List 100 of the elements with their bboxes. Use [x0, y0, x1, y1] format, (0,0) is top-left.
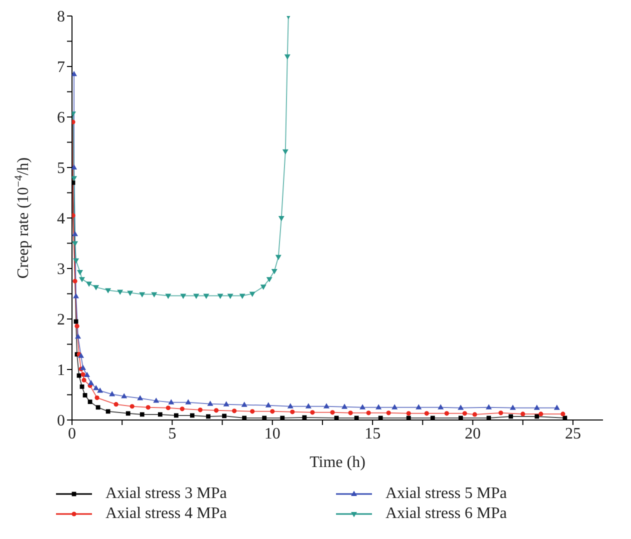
legend-label: Axial stress 3 MPa	[106, 485, 227, 503]
point	[462, 411, 468, 416]
point	[260, 284, 266, 290]
point	[554, 404, 560, 410]
point	[510, 404, 516, 410]
point	[75, 333, 82, 339]
point	[97, 388, 104, 393]
point	[80, 364, 86, 370]
point	[330, 410, 335, 415]
point	[323, 403, 330, 408]
point	[249, 292, 256, 297]
point	[214, 408, 219, 413]
point	[76, 373, 82, 378]
legend-label: Axial stress 6 MPa	[386, 505, 507, 523]
point	[168, 399, 174, 404]
point	[130, 404, 134, 409]
point	[190, 413, 194, 418]
point	[165, 294, 172, 299]
point	[117, 290, 124, 295]
point	[72, 180, 76, 185]
legend-label: Axial stress 4 MPa	[106, 505, 227, 523]
point	[227, 294, 234, 299]
point	[560, 412, 566, 416]
point	[290, 410, 295, 414]
point	[284, 54, 290, 60]
point	[472, 412, 478, 417]
point	[193, 294, 200, 299]
point	[139, 292, 146, 298]
point	[538, 412, 544, 416]
point	[280, 416, 285, 420]
point	[93, 384, 100, 390]
point	[378, 416, 383, 420]
point	[203, 294, 210, 299]
y-tick-label: 8	[57, 8, 65, 26]
point	[151, 292, 158, 298]
point	[250, 409, 255, 414]
point	[241, 402, 248, 407]
point	[271, 269, 278, 274]
point	[78, 352, 84, 358]
point	[72, 241, 78, 246]
point	[126, 411, 130, 416]
x-tick-label: 20	[464, 425, 481, 442]
point	[207, 400, 214, 406]
y-tick-label: 5	[57, 160, 65, 178]
point	[158, 412, 162, 417]
x-tick-label: 0	[68, 425, 76, 442]
y-tick-label: 2	[57, 312, 65, 329]
point	[438, 404, 444, 410]
point	[198, 408, 203, 412]
point	[486, 404, 492, 410]
point	[444, 411, 450, 416]
x-tick-label: 5	[168, 425, 176, 442]
point	[185, 399, 192, 404]
point	[174, 413, 178, 418]
point	[217, 294, 224, 299]
point	[520, 412, 526, 416]
point	[96, 405, 100, 410]
point	[80, 372, 86, 377]
point	[498, 410, 504, 416]
point	[275, 254, 282, 260]
point	[265, 402, 272, 408]
point	[82, 393, 88, 398]
point	[348, 410, 353, 416]
point	[242, 416, 247, 420]
point	[166, 406, 170, 410]
point	[458, 404, 464, 410]
point	[106, 409, 110, 414]
y-tick-label: 3	[57, 261, 65, 278]
point	[94, 395, 100, 400]
point	[416, 404, 422, 410]
point	[266, 277, 272, 282]
y-tick-label: 4	[57, 210, 65, 228]
point	[109, 391, 116, 396]
y-tick-label: 0	[57, 412, 65, 430]
point	[406, 416, 411, 420]
legend-label: Axial stress 5 MPa	[386, 485, 507, 503]
point	[508, 414, 514, 419]
point	[84, 372, 90, 378]
point	[121, 393, 128, 398]
point	[534, 414, 540, 419]
point	[342, 404, 348, 409]
point	[278, 216, 284, 222]
point	[366, 410, 371, 416]
point	[73, 258, 80, 264]
point	[376, 404, 382, 410]
point	[206, 414, 210, 419]
point	[105, 288, 112, 294]
point	[72, 278, 78, 284]
y-tick-label: 6	[57, 110, 65, 127]
point	[127, 290, 134, 296]
point	[486, 416, 491, 420]
point	[392, 404, 398, 410]
point	[72, 164, 78, 170]
point	[302, 415, 307, 420]
point	[458, 416, 463, 420]
point	[239, 294, 246, 299]
point	[74, 324, 80, 328]
point	[223, 401, 230, 406]
point	[262, 416, 267, 420]
point	[180, 294, 186, 299]
